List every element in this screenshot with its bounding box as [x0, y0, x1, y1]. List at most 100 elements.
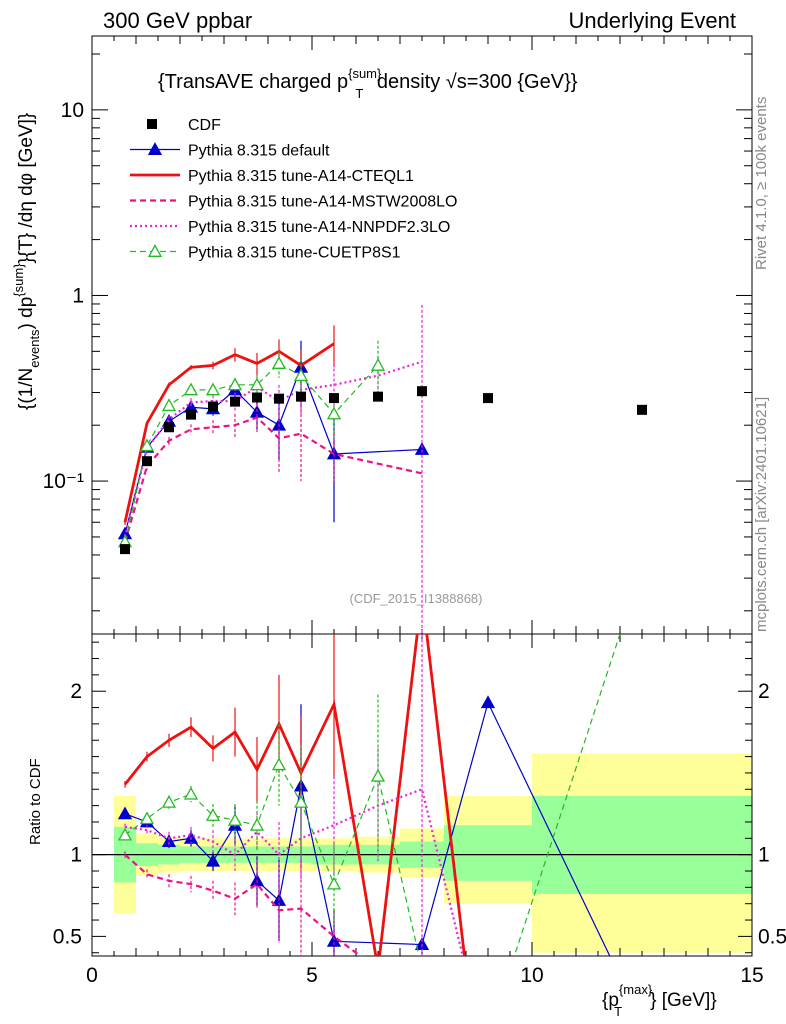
y-axis-label-sup: {sum}	[11, 263, 26, 297]
legend-marker-default	[147, 142, 163, 155]
data-point	[373, 391, 383, 402]
ratio-point-default	[326, 933, 342, 947]
chart-title-a: {TransAVE charged p	[158, 71, 348, 93]
header-left: 300 GeV ppbar	[103, 8, 252, 33]
ratio-point-cuetp	[183, 786, 199, 800]
data-point	[329, 393, 339, 404]
data-point	[274, 393, 284, 404]
data-point	[142, 456, 152, 467]
chart-title-b: density √s=300 {GeV}}	[371, 71, 577, 93]
x-axis-label-sub: T	[614, 1004, 622, 1019]
axes-ticks: 0 5 10 15 10⁻¹ 1 10 0.5 0.5 1 1 2 2	[43, 36, 786, 987]
series-cuetp	[117, 340, 386, 548]
ratio-point-default	[117, 806, 133, 820]
analysis-watermark: (CDF_2015_I1388868)	[350, 591, 483, 606]
series-point-cuetp	[271, 356, 287, 369]
ratio-band-stat	[444, 825, 532, 881]
series-point-cuetp	[227, 377, 243, 391]
legend-item-data: CDF	[147, 117, 221, 134]
ratio-point-default	[480, 695, 496, 709]
ratio-tick-label: 0.5	[53, 925, 82, 948]
x-axis-label-sup: {max}	[619, 982, 653, 997]
legend-label-cteq: Pythia 8.315 tune-A14-CTEQL1	[188, 168, 414, 185]
data-point	[637, 404, 647, 415]
legend-item-mstw: Pythia 8.315 tune-A14-MSTW2008LO	[130, 194, 457, 211]
ratio-y-axis-label: Ratio to CDF	[27, 758, 44, 845]
legend-marker-data	[147, 119, 157, 129]
ratio-point-cuetp	[271, 757, 287, 771]
ratio-point-cuetp	[249, 817, 265, 831]
ratio-line-cteq	[123, 634, 466, 956]
legend-item-cteq: Pythia 8.315 tune-A14-CTEQL1	[130, 168, 414, 185]
x-axis-label: {p{max} T } [GeV]}	[602, 982, 717, 1019]
ratio-point-cuetp	[227, 812, 243, 826]
ratio-point-cuetp	[117, 827, 133, 841]
legend-label-cuetp: Pythia 8.315 tune-CUETP8S1	[188, 245, 401, 262]
y-tick-label: 1	[72, 284, 84, 307]
y-axis-label-c: }{T} /dη dφ [GeV]}	[16, 113, 37, 264]
series-point-cuetp	[326, 406, 342, 420]
data-point	[120, 544, 130, 555]
ratio-point-cuetp	[293, 795, 309, 808]
legend-item-default: Pythia 8.315 default	[130, 142, 330, 160]
series-point-cuetp	[370, 358, 386, 371]
x-tick-label: 0	[86, 964, 98, 987]
data-point	[483, 393, 493, 404]
ratio-tick-label-right: 2	[758, 680, 770, 703]
data-point	[252, 392, 262, 403]
series-point-cuetp	[249, 377, 265, 391]
ratio-series-cteq	[123, 634, 466, 956]
y-tick-label: 10⁻¹	[43, 470, 84, 493]
ratio-point-cuetp	[326, 876, 342, 890]
ratio-point-cuetp	[205, 808, 221, 821]
x-tick-label: 5	[306, 964, 318, 987]
legend-item-nnpdf: Pythia 8.315 tune-A14-NNPDF2.3LO	[130, 219, 450, 236]
side-text-mcplots: mcplots.cern.ch [arXiv:2401.10621]	[753, 397, 770, 632]
chart-title-sub: T	[355, 86, 363, 101]
ratio-tick-label-right: 1	[758, 844, 770, 867]
x-tick-label: 15	[740, 964, 763, 987]
ratio-tick-label-right: 0.5	[758, 925, 786, 948]
data-point	[164, 422, 174, 433]
legend-item-cuetp: Pythia 8.315 tune-CUETP8S1	[130, 244, 401, 262]
chart-title-sup: {sum}	[348, 66, 382, 81]
legend: CDF Pythia 8.315 default Pythia 8.315 tune…	[130, 117, 457, 262]
ratio-series-cuetp	[117, 634, 621, 956]
ratio-error-bands	[92, 753, 752, 953]
y-axis-label: {(1/Nevents) dp{sum}}{T} /dη dφ [GeV]}	[11, 113, 42, 410]
chart-title: {TransAVE charged p{sum} T density √s=300…	[158, 66, 578, 101]
legend-label-default: Pythia 8.315 default	[188, 143, 330, 160]
ratio-band-stat	[532, 795, 752, 894]
series-line-mstw	[123, 416, 423, 543]
data-point	[417, 386, 427, 397]
ratio-point-cuetp	[139, 811, 155, 825]
x-tick-label: 10	[520, 964, 543, 987]
ratio-tick-label: 1	[70, 844, 82, 867]
ratio-series-group	[117, 634, 621, 956]
series-point-cuetp	[161, 398, 177, 412]
y-tick-label: 10	[61, 99, 84, 122]
ratio-point-default	[161, 834, 177, 848]
ratio-point-default	[205, 853, 221, 867]
series-point-cuetp	[205, 382, 221, 396]
ratio-series-mstw	[124, 851, 363, 956]
series-point-cuetp	[139, 438, 155, 452]
data-point	[208, 401, 218, 412]
x-axis-label-a: {p	[602, 990, 619, 1011]
series-point-default	[414, 442, 430, 455]
data-point	[230, 396, 240, 407]
series-line-cteq	[123, 342, 335, 523]
legend-marker-cuetp	[147, 244, 163, 257]
series-line-cuetp	[124, 362, 379, 543]
ratio-point-cuetp	[370, 768, 386, 782]
legend-label-nnpdf: Pythia 8.315 tune-A14-NNPDF2.3LO	[188, 219, 450, 236]
main-series-group	[117, 304, 647, 634]
y-axis-label-sub: events	[27, 329, 42, 368]
series-data	[120, 386, 647, 555]
ratio-line-cuetp	[124, 634, 621, 956]
header-right: Underlying Event	[568, 8, 736, 33]
data-point	[186, 409, 196, 420]
y-axis-label-b: ) dp	[16, 297, 37, 330]
x-axis-label-b: } [GeV]}	[650, 990, 717, 1011]
